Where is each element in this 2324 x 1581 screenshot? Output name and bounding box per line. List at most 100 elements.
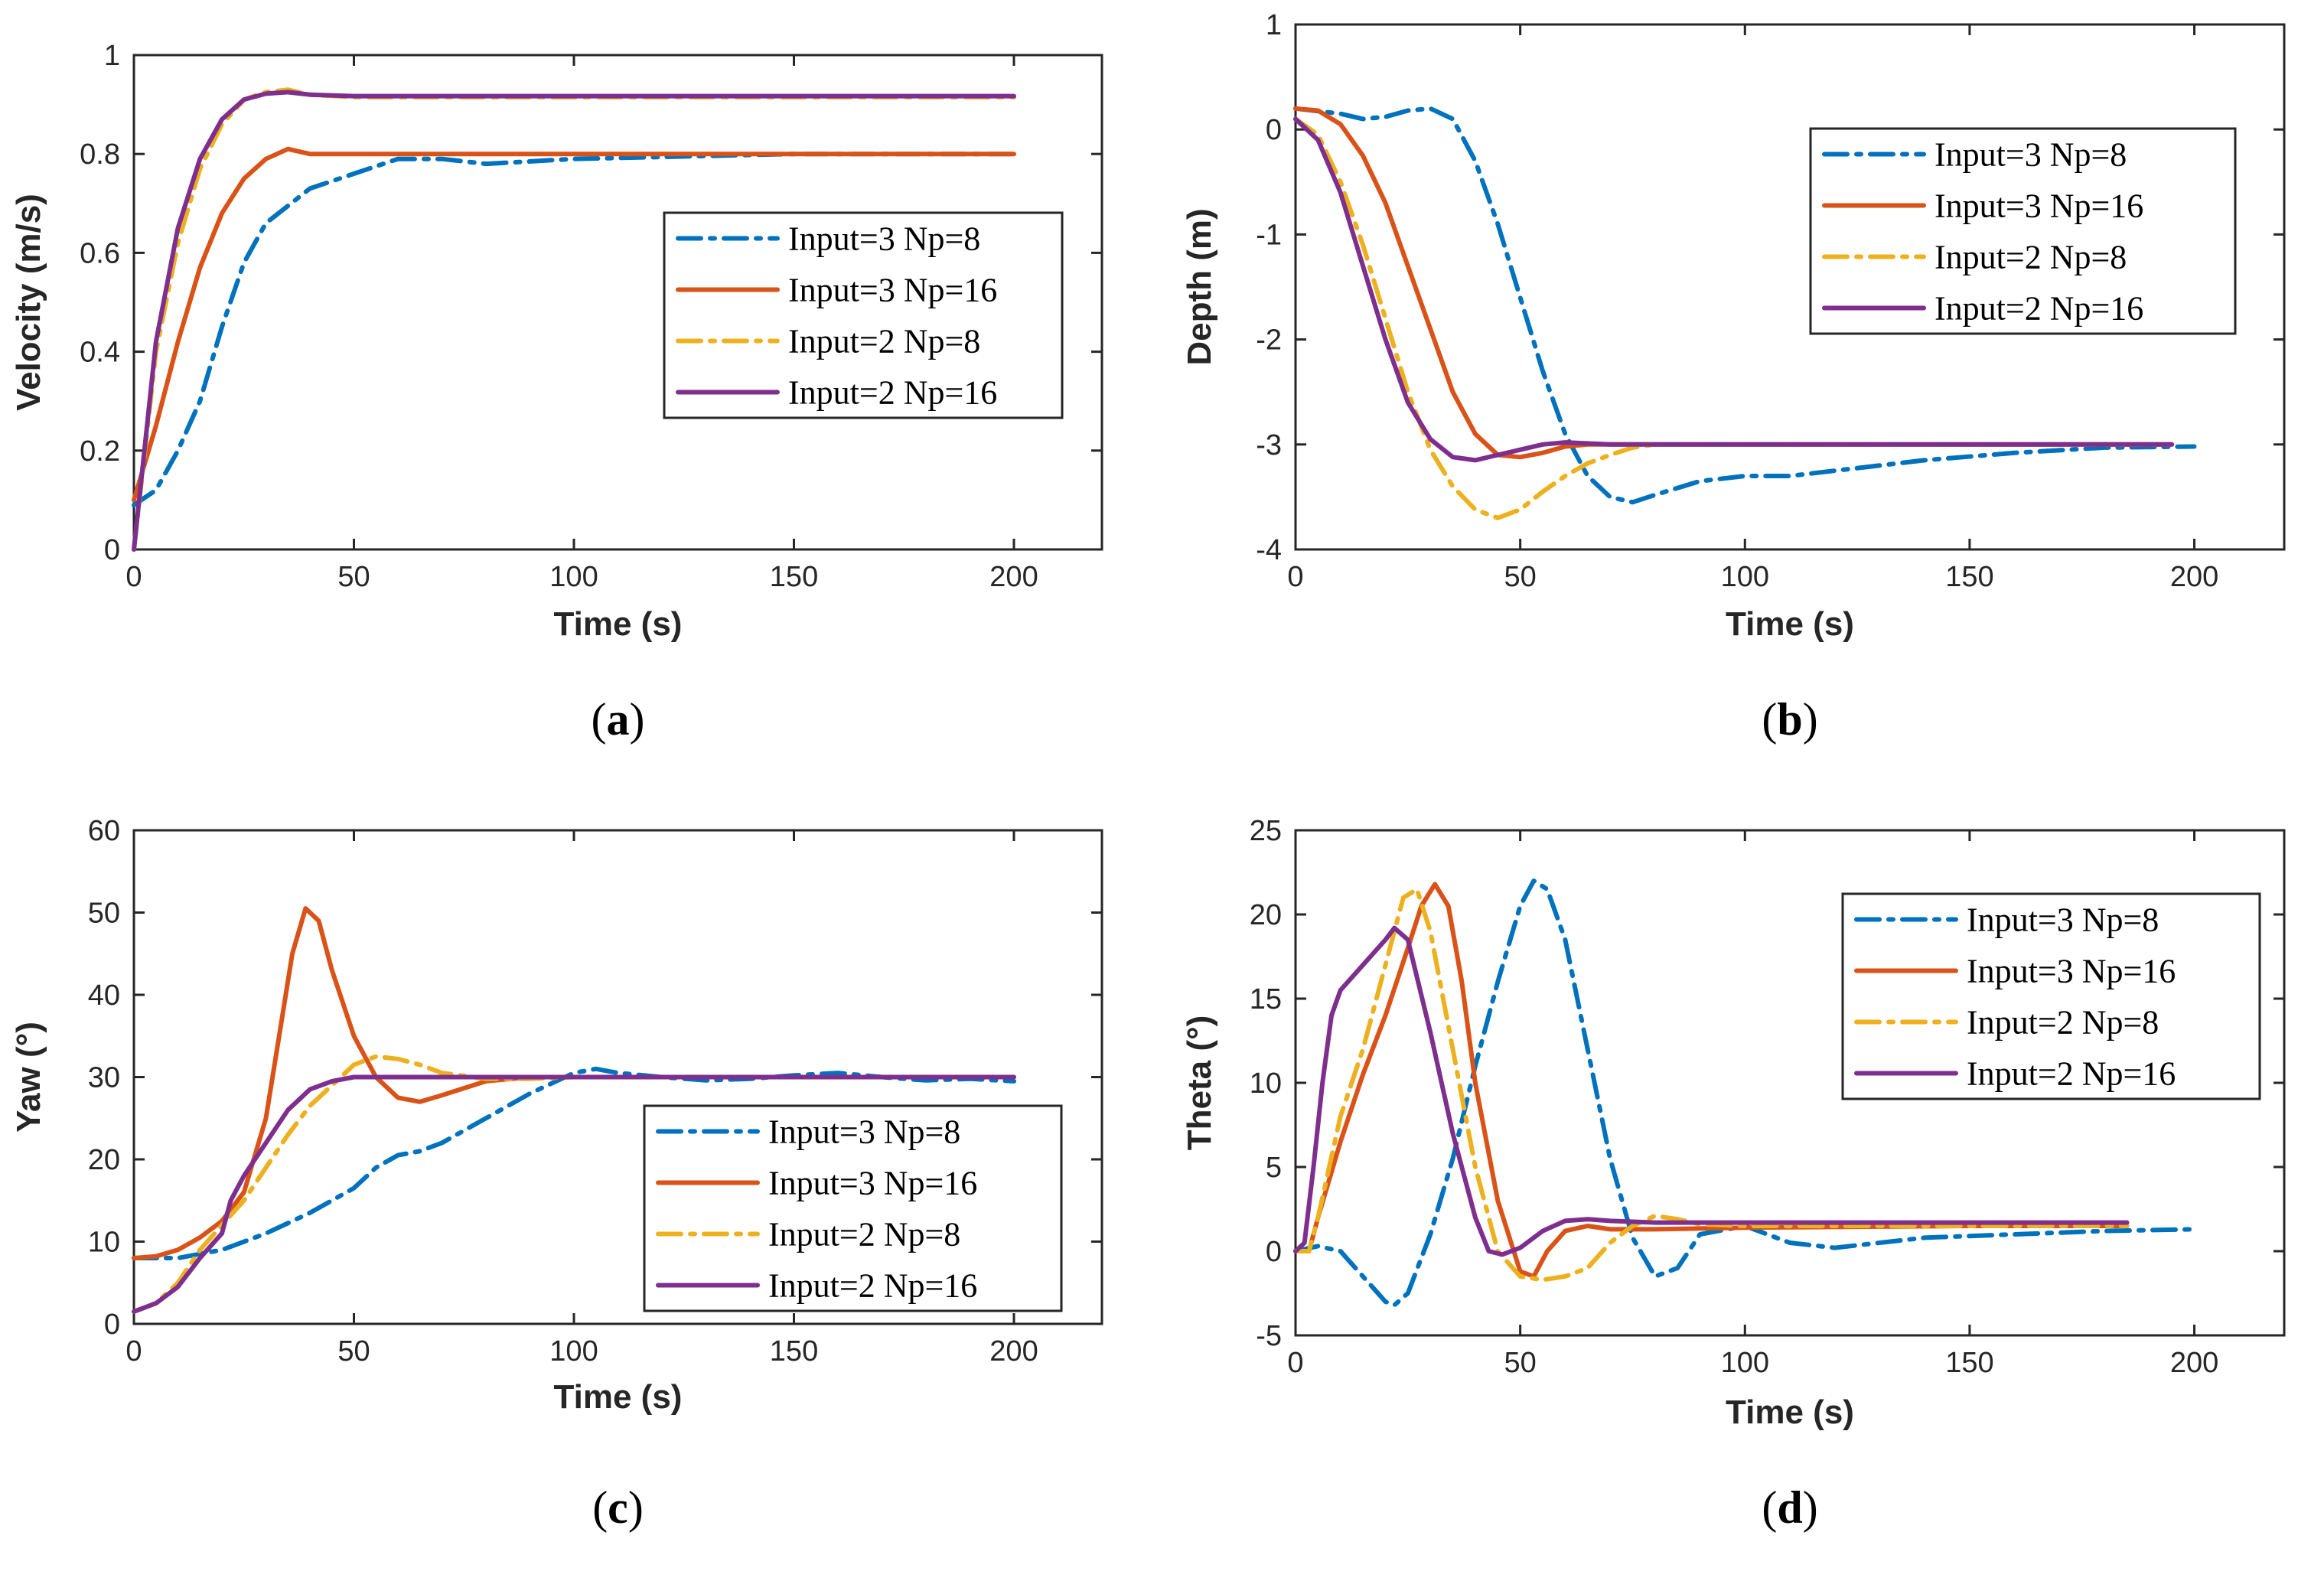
panel-label-letter: d <box>1777 1482 1802 1533</box>
x-tick-label: 150 <box>770 561 818 593</box>
x-tick-label: 150 <box>1945 561 1993 593</box>
x-tick-label: 0 <box>1287 1347 1303 1379</box>
y-tick-label: -4 <box>1256 534 1282 566</box>
legend-box <box>1841 892 2261 1100</box>
y-tick-label: 5 <box>1266 1152 1282 1184</box>
y-tick-label: 40 <box>88 980 120 1012</box>
x-axis-label: Time (s) <box>1726 1394 1854 1431</box>
x-tick-label: 0 <box>125 1335 142 1367</box>
series-line-4 <box>132 1074 1016 1314</box>
x-tick-label: 100 <box>1721 1347 1769 1379</box>
panel-label: (a) <box>592 694 645 745</box>
x-tick-label: 100 <box>549 1335 598 1367</box>
panel-label-close-paren: ) <box>628 1482 644 1533</box>
legend: Input=3 Np=8 Input=3 Np=16 Input=2 Np=8 Inp… <box>663 211 1064 419</box>
x-tick-label: 50 <box>337 1335 370 1367</box>
legend-entry-label: Input=2 Np=8 <box>768 1216 960 1253</box>
series-line-3 <box>1293 887 2130 1283</box>
panel-label-close-paren: ) <box>1803 694 1818 745</box>
legend-entry-label: Input=3 Np=8 <box>1967 901 2159 939</box>
axes-frame <box>132 54 1103 551</box>
y-tick-label: 0.8 <box>80 139 120 171</box>
y-tick-label: -3 <box>1256 429 1282 461</box>
x-tick-label: 0 <box>1287 561 1303 593</box>
y-tick-label: 10 <box>88 1227 120 1259</box>
y-tick-label: 1 <box>1266 9 1282 41</box>
axes-frame <box>1294 23 2286 551</box>
y-tick-label: 0.4 <box>80 337 120 369</box>
x-axis-label: Time (s) <box>554 1378 683 1416</box>
y-tick-label: 60 <box>88 815 120 847</box>
legend-entry-label: Input=2 Np=8 <box>788 323 980 360</box>
x-tick-label: 50 <box>1504 1347 1536 1379</box>
chart-panel-c: 0 50 100 150 200 0 10 20 30 40 50 60 Time (s) Yaw (°)… <box>10 815 1103 1533</box>
y-tick-label: 15 <box>1250 983 1282 1015</box>
x-tick-label: 150 <box>1945 1347 1993 1379</box>
y-tick-label: 20 <box>1250 899 1282 931</box>
x-tick-label: 50 <box>337 561 370 593</box>
legend: Input=3 Np=8 Input=3 Np=16 Input=2 Np=8 Inp… <box>1841 892 2261 1100</box>
y-tick-label: 50 <box>88 898 120 930</box>
x-tick-label: 150 <box>770 1335 818 1367</box>
y-tick-label: 10 <box>1250 1068 1282 1100</box>
x-tick-label: 200 <box>2170 1347 2218 1379</box>
series-line-4 <box>1293 116 2175 463</box>
x-tick-label: 0 <box>125 561 142 593</box>
panel-label-open-paren: ( <box>592 1482 608 1533</box>
y-tick-label: 0 <box>104 534 120 566</box>
y-tick-label: 0 <box>1266 1236 1282 1268</box>
y-axis-label: Theta (°) <box>1181 1015 1218 1150</box>
series-line-1 <box>132 1066 1016 1260</box>
y-tick-label: 25 <box>1250 815 1282 847</box>
chart-panel-a: 0 50 100 150 200 0 0.2 0.4 0.6 0.8 1 Time (s) Veloci… <box>10 40 1103 745</box>
panel-label-close-paren: ) <box>630 694 645 745</box>
legend-entry-label: Input=3 Np=8 <box>1934 136 2127 174</box>
x-tick-label: 200 <box>989 1335 1038 1367</box>
y-tick-label: 0.2 <box>80 435 120 468</box>
x-axis-label: Time (s) <box>554 605 683 643</box>
series-line-1 <box>1293 879 2197 1308</box>
y-tick-label: -1 <box>1256 219 1282 251</box>
x-tick-label: 50 <box>1504 561 1536 593</box>
x-tick-label: 100 <box>549 561 598 593</box>
panel-label-letter: a <box>607 694 630 745</box>
y-axis-label: Velocity (m/s) <box>10 194 47 411</box>
panel-label-close-paren: ) <box>1803 1482 1818 1533</box>
series-line-4 <box>132 90 1016 552</box>
legend: Input=3 Np=8 Input=3 Np=16 Input=2 Np=8 Inp… <box>1809 127 2237 335</box>
legend-entry-label: Input=2 Np=16 <box>1967 1055 2176 1093</box>
y-tick-label: 0.6 <box>80 237 120 269</box>
legend-box <box>1809 127 2237 335</box>
x-axis-label: Time (s) <box>1726 605 1854 643</box>
x-tick-label: 200 <box>989 561 1038 593</box>
panel-label-letter: c <box>608 1482 628 1533</box>
legend-entry-label: Input=3 Np=16 <box>768 1165 977 1202</box>
legend-entry-label: Input=3 Np=16 <box>1967 953 2176 990</box>
legend-entry-label: Input=2 Np=16 <box>788 374 997 412</box>
panel-label-open-paren: ( <box>592 694 607 745</box>
legend-box <box>643 1104 1063 1312</box>
y-tick-label: 0 <box>1266 114 1282 146</box>
panel-label: (c) <box>592 1482 644 1533</box>
y-tick-label: -2 <box>1256 324 1282 357</box>
chart-panel-b: 0 50 100 150 200 -4 -3 -2 -1 0 1 Time (s) Depth (m) I… <box>1181 9 2286 745</box>
series-line-1 <box>1293 106 2197 505</box>
legend-entry-label: Input=2 Np=8 <box>1967 1004 2159 1042</box>
legend-entry-label: Input=3 Np=8 <box>788 220 980 258</box>
series-line-1 <box>132 152 1016 507</box>
y-axis-label: Yaw (°) <box>10 1022 47 1133</box>
legend-entry-label: Input=3 Np=16 <box>1934 187 2143 225</box>
panel-label: (d) <box>1762 1482 1817 1533</box>
y-axis-label: Depth (m) <box>1181 208 1218 365</box>
y-tick-label: 1 <box>104 40 120 72</box>
y-tick-label: 0 <box>104 1309 120 1341</box>
legend: Input=3 Np=8 Input=3 Np=16 Input=2 Np=8 Inp… <box>643 1104 1063 1312</box>
y-tick-label: 30 <box>88 1062 120 1094</box>
legend-entry-label: Input=3 Np=8 <box>768 1113 960 1151</box>
legend-entry-label: Input=2 Np=16 <box>768 1267 977 1305</box>
legend-entry-label: Input=2 Np=8 <box>1934 239 2127 276</box>
legend-entry-label: Input=3 Np=16 <box>788 272 997 309</box>
x-tick-label: 200 <box>2170 561 2218 593</box>
